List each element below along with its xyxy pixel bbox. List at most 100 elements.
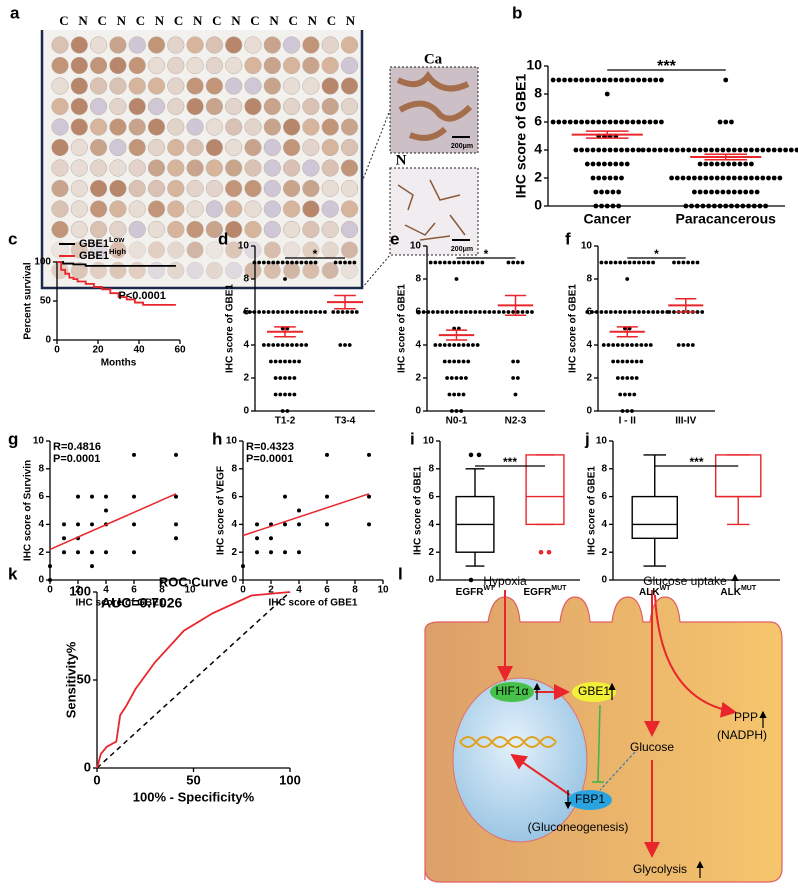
tma-core	[90, 241, 108, 259]
sem-bar	[585, 130, 629, 139]
dot	[625, 343, 630, 347]
inset-label: Ca	[424, 51, 443, 67]
dot	[285, 409, 290, 413]
dot	[596, 161, 602, 167]
dot	[550, 77, 556, 83]
dot	[515, 376, 520, 380]
dot	[556, 77, 562, 83]
y-axis-label: IHC score of Survivin	[23, 460, 34, 561]
dot	[647, 119, 653, 125]
point	[62, 522, 66, 527]
dot	[754, 147, 760, 153]
dot	[294, 310, 299, 314]
dot	[667, 310, 672, 314]
dot	[287, 359, 292, 364]
x-tick-label: EGFRWT	[456, 585, 495, 597]
y-tick-label: 10	[226, 436, 238, 447]
dot	[280, 260, 285, 265]
column-label: N	[155, 13, 165, 28]
dot	[464, 376, 468, 380]
tma-core	[147, 261, 166, 280]
dot	[676, 260, 681, 265]
dot	[611, 343, 616, 347]
point	[367, 494, 371, 499]
tma-core	[244, 138, 262, 157]
dot	[680, 175, 686, 181]
tma-core	[128, 261, 146, 280]
tma-core	[225, 138, 243, 157]
point	[104, 508, 108, 513]
tma-core	[302, 159, 320, 177]
dot	[746, 203, 751, 209]
dot	[261, 310, 266, 314]
tma-core	[109, 118, 127, 136]
tma-core	[205, 36, 223, 54]
dot	[417, 310, 421, 314]
tma-core	[167, 241, 185, 259]
dot	[550, 119, 556, 125]
annotation: P=0.0001	[246, 453, 293, 465]
dot	[624, 161, 630, 167]
dot	[266, 310, 271, 314]
tma-core	[70, 56, 88, 75]
dot	[613, 175, 619, 181]
dot	[737, 189, 743, 195]
dot	[266, 343, 271, 347]
dot	[754, 175, 760, 181]
y-axis-label: Percent survival	[23, 262, 34, 339]
dot	[690, 260, 695, 265]
dot	[269, 359, 273, 364]
tma-core	[244, 220, 262, 239]
tma-core	[263, 138, 281, 157]
dot	[697, 161, 703, 167]
dot	[729, 203, 734, 209]
dot	[447, 260, 452, 265]
column-label: N	[308, 13, 318, 28]
dot	[584, 147, 590, 153]
point	[132, 452, 136, 457]
dot	[304, 310, 309, 314]
column-label: C	[212, 13, 221, 28]
panel-label: j	[584, 429, 590, 448]
dot	[331, 310, 336, 314]
dot	[644, 343, 648, 347]
dot	[623, 260, 627, 265]
dot	[634, 376, 639, 380]
tma-core	[283, 56, 301, 75]
dna	[459, 736, 557, 748]
dot	[515, 359, 520, 364]
dot	[299, 260, 304, 265]
tma-core	[128, 220, 146, 239]
x-tick-label: ALKWT	[639, 585, 671, 597]
x-tick-label: 100	[279, 772, 301, 787]
tma-core	[109, 220, 127, 239]
dot	[456, 260, 461, 265]
label: (Gluconeogenesis)	[528, 820, 629, 834]
tma-core	[70, 77, 88, 95]
y-tick-label: 2	[231, 547, 237, 558]
tma-core	[205, 261, 223, 280]
dot	[511, 359, 516, 364]
y-tick-label: 10	[596, 436, 608, 447]
label: (NADPH)	[717, 728, 767, 742]
x-tick-label: 0	[47, 585, 53, 596]
label-text: ALK	[639, 587, 660, 598]
series-line	[96, 591, 291, 769]
tma-core	[186, 241, 204, 259]
dot	[590, 119, 596, 125]
y-tick-label: 6	[586, 307, 592, 318]
sem-bar	[704, 153, 748, 161]
dot	[511, 376, 516, 380]
dot	[487, 310, 492, 314]
dot	[421, 310, 426, 314]
y-tick-label: 2	[243, 373, 249, 384]
dot	[347, 343, 352, 347]
y-tick-label: 4	[586, 340, 592, 351]
dot	[620, 376, 625, 380]
panel-label: g	[8, 429, 18, 448]
dot	[709, 161, 714, 167]
dot	[619, 175, 624, 181]
y-tick-label: 10	[581, 241, 593, 252]
tma-core	[340, 118, 359, 136]
y-tick-label: 10	[410, 241, 422, 252]
